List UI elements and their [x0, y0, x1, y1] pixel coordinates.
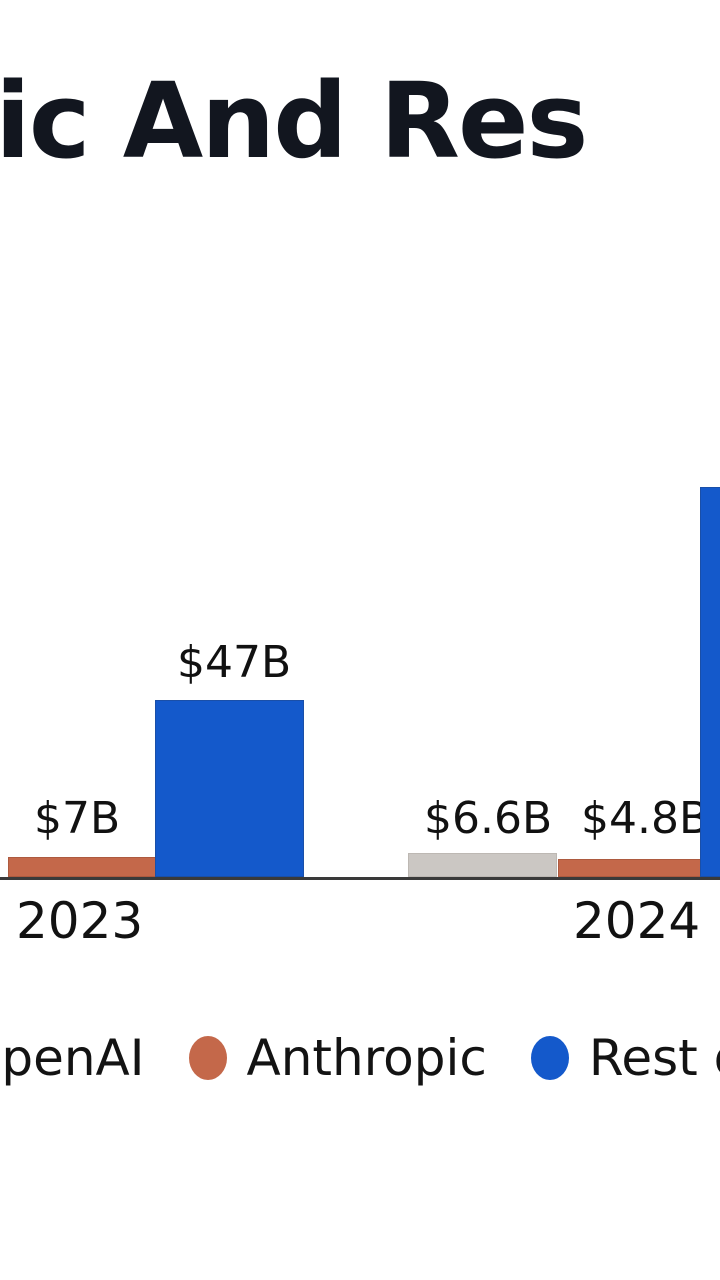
plot-area: $7B $47B $6.6B $4.8B: [0, 200, 720, 880]
legend-label-rest: Rest o: [588, 1029, 720, 1087]
legend-item-anthropic[interactable]: Anthropic: [188, 1028, 487, 1088]
bar-label-2024-openai: $6.6B: [424, 793, 553, 844]
bar-label-2024-anthropic: $4.8B: [581, 793, 710, 844]
page-title: ropic And Res: [0, 60, 588, 182]
legend-dot-icon-rest: [530, 1036, 569, 1080]
bar-2023-rest[interactable]: [155, 700, 304, 877]
bar-2024-rest[interactable]: [700, 487, 720, 877]
bar-label-2023-anthropic: $7B: [34, 793, 121, 844]
bar-2023-anthropic[interactable]: [8, 857, 156, 877]
legend-label-anthropic: Anthropic: [246, 1029, 487, 1087]
chart-legend: OpenAI Anthropic Rest o: [0, 1028, 720, 1112]
legend-items-row: OpenAI Anthropic Rest o: [0, 1028, 720, 1088]
x-axis-tick-2023: 2023: [16, 892, 144, 950]
legend-item-rest[interactable]: Rest o: [530, 1028, 720, 1088]
legend-dot-icon-anthropic: [188, 1036, 227, 1080]
chart-title-container: ropic And Res: [0, 58, 720, 188]
bar-2024-anthropic[interactable]: [558, 859, 702, 877]
x-axis-tick-2024: 2024: [573, 892, 701, 950]
legend-item-openai[interactable]: OpenAI: [0, 1028, 145, 1088]
bar-label-2023-rest: $47B: [177, 637, 292, 688]
x-axis-line: [0, 877, 720, 880]
bar-2024-openai[interactable]: [408, 853, 557, 877]
legend-label-openai: OpenAI: [0, 1029, 145, 1087]
